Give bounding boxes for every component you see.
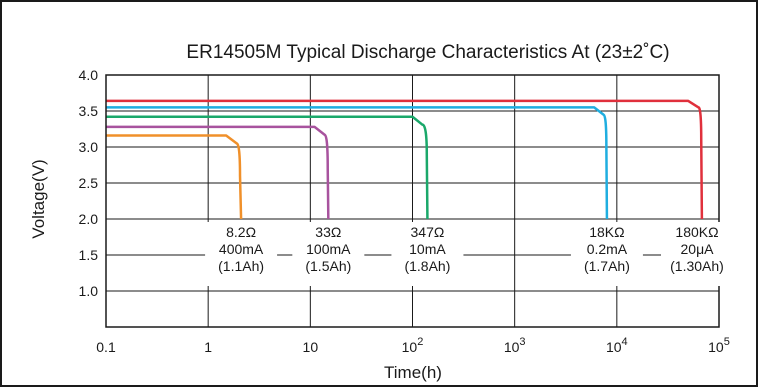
y-tick-label: 3.5: [79, 103, 99, 119]
annotation-background: [570, 222, 643, 286]
chart-title: ER14505M Typical Discharge Characteristi…: [186, 42, 669, 63]
x-axis-title: Time(h): [384, 363, 442, 382]
series-annotation-4: 0.2mA: [587, 241, 628, 257]
y-axis-title: Voltage(V): [29, 159, 48, 238]
annotation-background: [661, 222, 733, 286]
series-line-2: [106, 125, 330, 220]
annotation-background: [205, 222, 278, 286]
series-annotation-1: 400mA: [219, 241, 264, 257]
series-annotation-3: 10mA: [409, 241, 446, 257]
x-tick-label: 1: [204, 339, 212, 355]
series-line-1: [106, 134, 243, 220]
series-group: [106, 99, 704, 220]
series-annotation-5: (1.30Ah): [670, 258, 724, 274]
series-annotation-5: 180KΩ: [675, 224, 718, 240]
series-annotation-2: (1.5Ah): [305, 258, 351, 274]
series-line-3: [106, 115, 429, 220]
y-tick-label: 2.0: [79, 211, 99, 227]
y-tick-label: 1.5: [79, 247, 99, 263]
y-tick-label: 1.0: [79, 283, 99, 299]
x-tick-label: 0.1: [96, 339, 116, 355]
series-annotation-5: 20μA: [681, 241, 715, 257]
series-annotation-3: 347Ω: [411, 224, 445, 240]
series-annotation-4: (1.7Ah): [584, 258, 630, 274]
series-annotation-2: 100mA: [306, 241, 351, 257]
series-annotation-1: 8.2Ω: [226, 224, 256, 240]
series-line-5: [106, 99, 704, 220]
y-tick-label: 3.0: [79, 139, 99, 155]
y-tick-label: 2.5: [79, 175, 99, 191]
y-tick-label: 4.0: [79, 67, 99, 83]
y-tick-labels: 4.0 3.5 3.0 2.5 2.0 1.5 1.0: [79, 67, 99, 299]
annotation-background: [292, 222, 365, 286]
plot-area-border: [105, 74, 720, 328]
series-line-4: [106, 106, 609, 220]
series-annotations: 8.2Ω400mA(1.1Ah)33Ω100mA(1.5Ah)347Ω10mA(…: [205, 222, 733, 286]
series-annotation-3: (1.8Ah): [404, 258, 450, 274]
series-annotation-4: 18KΩ: [589, 224, 624, 240]
series-annotation-1: (1.1Ah): [218, 258, 264, 274]
annotation-background: [391, 222, 464, 286]
series-annotation-2: 33Ω: [315, 224, 341, 240]
x-tick-label: 10: [303, 339, 319, 355]
